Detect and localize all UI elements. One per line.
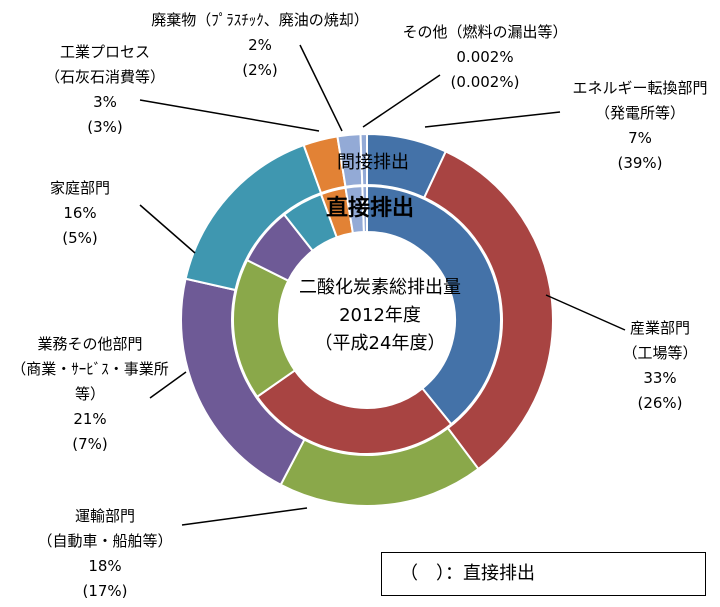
leader-line-2 bbox=[181, 507, 308, 526]
label-line: 18% bbox=[88, 557, 122, 575]
label-household: 家庭部門 16% (5%) bbox=[30, 176, 130, 251]
leader-line-4 bbox=[139, 204, 196, 254]
outer-ring-indirect bbox=[180, 132, 554, 507]
label-line: その他（燃料の漏出等） bbox=[402, 23, 568, 41]
leader-line-5 bbox=[139, 99, 320, 132]
label-line: (5%) bbox=[62, 229, 98, 247]
chart-year: 2012年度 bbox=[339, 305, 421, 326]
leader-line-7 bbox=[362, 74, 441, 128]
label-commercial: 業務その他部門 （商業・ｻｰﾋﾞｽ・事業所 等） 21% (7%) bbox=[0, 332, 180, 457]
leader-line-1 bbox=[545, 294, 626, 331]
label-industry: 産業部門 （工場等） 33% (26%) bbox=[610, 316, 710, 416]
label-line: （自動車・船舶等） bbox=[37, 532, 173, 550]
label-transport: 運輸部門 （自動車・船舶等） 18% (17%) bbox=[30, 504, 180, 604]
label-line: 3% bbox=[93, 93, 117, 111]
label-waste: 廃棄物（ﾌﾟﾗｽﾁｯｸ、廃油の焼却） 2% (2%) bbox=[130, 8, 390, 83]
label-line: (3%) bbox=[87, 118, 123, 136]
leader-line-6 bbox=[299, 44, 343, 132]
label-line: 16% bbox=[63, 204, 97, 222]
label-line: （発電所等） bbox=[594, 104, 685, 122]
inner-ring-direct bbox=[232, 184, 502, 455]
indirect-ring-label: 間接排出 bbox=[337, 152, 409, 173]
label-line: (39%) bbox=[617, 154, 663, 172]
label-line: (2%) bbox=[242, 61, 278, 79]
label-line: 0.002% bbox=[456, 48, 514, 66]
label-line: (26%) bbox=[637, 394, 683, 412]
leader-line-3 bbox=[149, 371, 187, 399]
label-line: 運輸部門 bbox=[74, 507, 135, 525]
label-line: （石灰石消費等） bbox=[44, 68, 165, 86]
label-line: エネルギー転換部門 bbox=[572, 79, 708, 97]
label-line: 21% bbox=[73, 410, 107, 428]
direct-ring-label: 直接排出 bbox=[325, 196, 414, 221]
label-line: （商業・ｻｰﾋﾞｽ・事業所 bbox=[11, 360, 169, 378]
label-line: 業務その他部門 bbox=[37, 335, 143, 353]
label-line: 産業部門 bbox=[629, 319, 690, 337]
donut-hole bbox=[279, 232, 455, 408]
label-line: 等） bbox=[74, 385, 105, 403]
label-line: 33% bbox=[643, 369, 677, 387]
label-line: (7%) bbox=[72, 435, 108, 453]
label-line: 7% bbox=[628, 129, 652, 147]
label-line: （工場等） bbox=[622, 344, 698, 362]
label-line: 廃棄物（ﾌﾟﾗｽﾁｯｸ、廃油の焼却） bbox=[151, 11, 369, 29]
label-line: 2% bbox=[248, 36, 272, 54]
label-line: (0.002%) bbox=[450, 73, 520, 91]
label-industrial-process: 工業プロセス （石灰石消費等） 3% (3%) bbox=[40, 40, 170, 140]
label-line: (17%) bbox=[82, 582, 128, 600]
label-energy-conversion: エネルギー転換部門 （発電所等） 7% (39%) bbox=[560, 76, 720, 176]
legend-note: （ ）：直接排出 bbox=[381, 552, 706, 596]
center-title: 二酸化炭素総排出量 2012年度 （平成24年度） bbox=[270, 274, 490, 358]
label-line: 家庭部門 bbox=[49, 179, 110, 197]
label-line: 工業プロセス bbox=[59, 43, 150, 61]
chart-era: （平成24年度） bbox=[314, 333, 446, 354]
leader-line-0 bbox=[424, 111, 561, 128]
label-other: その他（燃料の漏出等） 0.002% (0.002%) bbox=[400, 20, 570, 95]
chart-title: 二酸化炭素総排出量 bbox=[299, 277, 461, 298]
leader-lines bbox=[139, 44, 626, 526]
